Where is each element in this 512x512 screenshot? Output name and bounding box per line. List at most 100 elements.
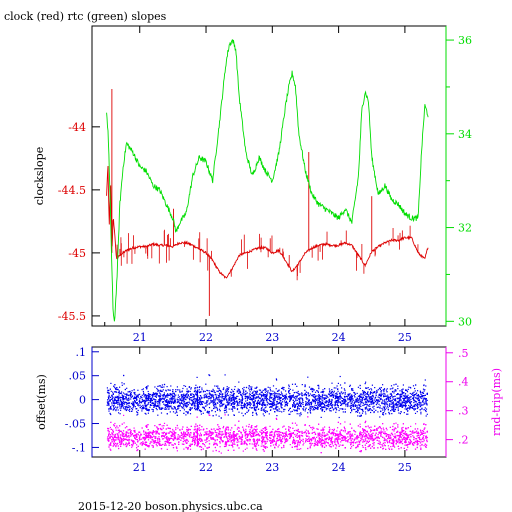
point-offset [242, 392, 244, 394]
point-offset [150, 393, 152, 396]
point-offset [381, 403, 383, 405]
point-offset [188, 401, 190, 403]
point-offset [334, 402, 337, 404]
point-offset [333, 395, 335, 397]
point-offset [305, 401, 307, 403]
point-offset [370, 397, 372, 399]
point-offset [327, 403, 330, 405]
point-offset [319, 401, 321, 403]
point-offset [166, 404, 168, 406]
point-offset [205, 402, 207, 404]
point-offset [273, 404, 275, 406]
point-offset [299, 405, 301, 407]
point-offset [117, 403, 119, 406]
point-offset [358, 399, 360, 401]
point-offset [329, 403, 331, 406]
point-offset [220, 399, 222, 401]
point-offset [298, 402, 301, 404]
point-offset [214, 403, 216, 405]
point-offset [377, 406, 379, 408]
point-offset [211, 400, 213, 402]
point-offset [199, 401, 201, 403]
point-offset [196, 409, 198, 411]
point-offset [144, 402, 146, 404]
point-offset [421, 395, 423, 397]
point-offset [231, 400, 233, 402]
point-offset [337, 405, 339, 407]
point-offset [308, 401, 310, 403]
point-offset [211, 393, 213, 396]
point-offset [359, 412, 361, 414]
point-offset [392, 398, 394, 400]
point-offset [244, 406, 246, 408]
point-offset [365, 413, 367, 415]
point-offset [325, 407, 327, 409]
point-offset [322, 409, 324, 411]
point-offset [180, 402, 182, 404]
point-offset [207, 396, 209, 398]
point-offset [240, 401, 243, 404]
point-offset [213, 391, 215, 393]
point-offset [333, 392, 335, 394]
point-offset [423, 403, 425, 405]
point-offset [161, 407, 163, 409]
point-offset [153, 404, 155, 406]
point-offset [285, 393, 287, 395]
point-offset [372, 399, 374, 401]
point-offset [364, 403, 367, 405]
point-offset [263, 408, 265, 410]
point-offset [425, 398, 427, 400]
point-offset [251, 386, 253, 388]
point-offset [253, 403, 255, 405]
point-offset [351, 409, 353, 411]
point-offset [352, 388, 354, 390]
point-offset [296, 395, 298, 397]
point-offset [403, 412, 405, 414]
point-offset [331, 399, 333, 401]
point-offset [367, 399, 369, 401]
point-offset [404, 400, 406, 402]
point-offset [313, 389, 315, 391]
point-offset [363, 393, 365, 395]
point-offset [229, 399, 231, 401]
point-offset [358, 401, 360, 403]
point-offset [355, 401, 357, 403]
point-offset [154, 403, 157, 405]
point-offset [240, 404, 242, 406]
point-offset [207, 400, 209, 402]
point-offset [393, 392, 395, 394]
point-offset [165, 390, 167, 392]
point-offset [132, 403, 135, 405]
point-offset [189, 409, 191, 411]
point-offset [121, 403, 124, 405]
point-offset [133, 405, 135, 407]
point-offset [330, 404, 332, 406]
point-offset [236, 395, 238, 397]
point-offset [370, 409, 372, 411]
point-offset [417, 390, 419, 392]
point-offset [385, 389, 387, 391]
point-offset [174, 407, 176, 409]
point-offset [377, 396, 379, 398]
point-offset [340, 391, 342, 393]
point-offset [146, 395, 148, 397]
point-offset [318, 384, 320, 386]
point-offset [283, 387, 285, 389]
point-offset [194, 400, 196, 402]
top-left-axis: -44-44.5-45-45.5 [58, 121, 100, 323]
point-offset [220, 402, 222, 404]
point-offset [114, 399, 116, 401]
point-offset [123, 374, 125, 377]
point-offset [361, 402, 363, 404]
point-offset [405, 406, 407, 408]
point-offset [233, 395, 235, 397]
point-offset [195, 393, 197, 395]
point-offset [317, 396, 319, 398]
point-offset [383, 395, 385, 397]
point-offset [177, 400, 179, 402]
point-offset [244, 403, 247, 405]
point-offset [341, 408, 343, 410]
point-offset [120, 409, 122, 411]
point-offset [383, 408, 385, 410]
